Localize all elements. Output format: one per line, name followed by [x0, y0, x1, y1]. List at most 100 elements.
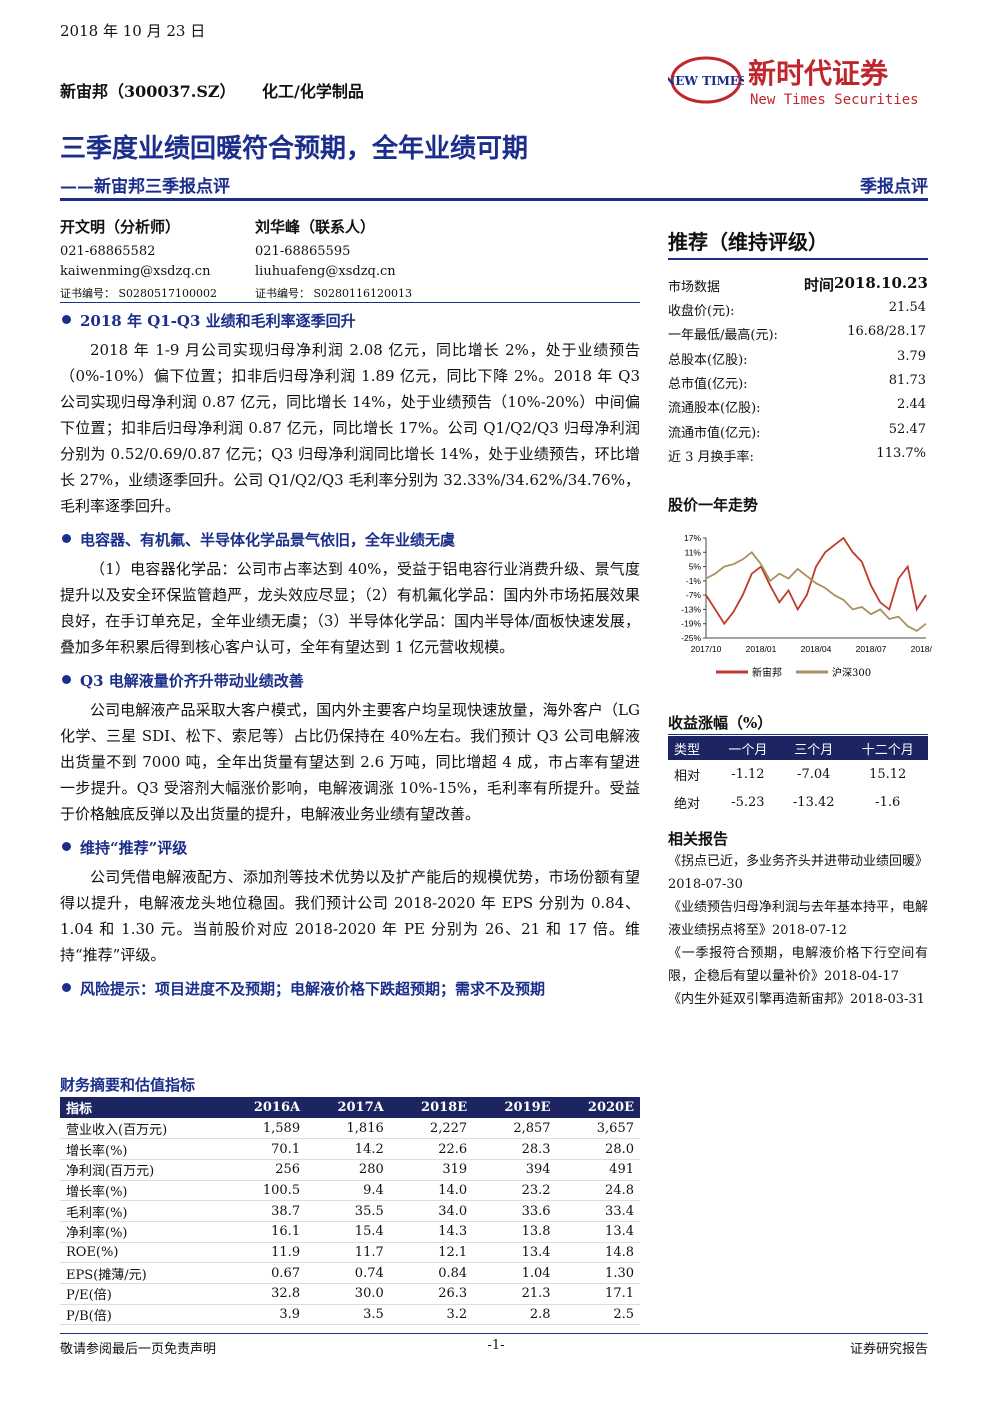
- cell: 22.6: [438, 1141, 468, 1157]
- cell: 14.8: [605, 1244, 634, 1260]
- y-tick-label: -7%: [686, 590, 702, 600]
- cell: EPS(摊薄/元): [66, 1267, 147, 1283]
- cell: 2,857: [513, 1120, 551, 1136]
- table-row: P/E(倍) 32.8 30.0 26.3 21.3 17.1: [60, 1284, 640, 1305]
- cell: 13.4: [605, 1224, 634, 1240]
- cell: 3.9: [279, 1307, 301, 1323]
- table-row: P/B(倍) 3.9 3.5 3.2 2.8 2.5: [60, 1304, 640, 1325]
- cell: 0.74: [354, 1265, 384, 1281]
- market-key: 近 3 月换手率:: [668, 449, 754, 465]
- column-header: 一个月: [728, 742, 768, 758]
- table-row: 绝对 -5.23 -13.42 -1.6: [668, 788, 928, 816]
- returns-table: 类型 一个月 三个月 十二个月 相对 -1.12 -7.04 15.12 绝对 -5.23 -13.…: [668, 736, 928, 816]
- column-header: 三个月: [794, 742, 834, 758]
- market-value: 81.73: [888, 372, 926, 388]
- cell: 绝对: [674, 796, 701, 812]
- table-row: ROE(%) 11.9 11.7 12.1 13.4 14.8: [60, 1242, 640, 1263]
- column-header: 类型: [674, 742, 701, 758]
- table-row: 增长率(%) 70.1 14.2 22.6 28.3 28.0: [60, 1139, 640, 1160]
- market-key: 流通股本(亿股):: [668, 401, 761, 417]
- paragraph: 公司凭借电解液配方、添加剂等技术优势以及扩产能后的规模优势，市场份额有望得以提升…: [60, 868, 640, 964]
- fin-table: 指标 2016A 2017A 2018E 2019E 2020E 营业收入(百万元) 1,58…: [60, 1097, 640, 1325]
- related-item: 《一季报符合预期，电解液价格下行空间有限，企稳后有望以量补价》2018-04-1…: [668, 946, 928, 984]
- subtitle: ——新宙邦三季报点评: [60, 177, 230, 197]
- time-label: 时间: [804, 276, 835, 294]
- time: 2018.10.23: [834, 274, 928, 292]
- cell: 增长率(%): [66, 1184, 128, 1200]
- cell: 394: [525, 1162, 551, 1178]
- logo: NEW TIMES: [668, 56, 744, 104]
- cell: 33.6: [521, 1203, 551, 1219]
- analyst-name: 开文明（分析师）: [60, 218, 181, 236]
- header-row: 指标 2016A 2017A 2018E 2019E 2020E: [60, 1097, 640, 1118]
- cell: 3,657: [596, 1120, 634, 1136]
- cell: 3.2: [446, 1307, 468, 1323]
- related-title: 相关报告: [668, 830, 729, 848]
- cell: 2.5: [613, 1307, 634, 1323]
- market-label: 市场数据: [668, 280, 721, 295]
- y-tick-label: 5%: [689, 562, 702, 572]
- cell: 70.1: [271, 1141, 301, 1157]
- market-key: 流通市值(亿元):: [668, 425, 761, 441]
- date: 2018 年 10 月 23 日: [60, 22, 206, 40]
- x-tick-label: 2018/07: [856, 644, 887, 654]
- column-header: 十二个月: [861, 742, 914, 758]
- x-tick-label: 2018/04: [801, 644, 832, 654]
- industry: 化工/化学制品: [262, 82, 364, 101]
- y-tick-label: 11%: [685, 547, 702, 557]
- section-heading: 风险提示：项目进度不及预期；电解液价格下跌超预期；需求不及预期: [60, 978, 640, 999]
- y-tick-label: -25%: [681, 633, 701, 643]
- cell: -1.6: [875, 794, 901, 810]
- market-key: 收盘价(元):: [668, 304, 735, 319]
- market-value: 2.44: [897, 397, 926, 413]
- market-value: 16.68/28.17: [847, 324, 926, 340]
- chart-title: 股价一年走势: [668, 496, 759, 514]
- cell: 14.2: [354, 1141, 384, 1157]
- cell: -7.04: [797, 766, 831, 782]
- cell: 28.3: [521, 1141, 551, 1157]
- cell: -5.23: [731, 794, 765, 810]
- report-type: 季报点评: [860, 177, 928, 197]
- cell: 35.5: [354, 1203, 384, 1219]
- cell: 33.4: [605, 1203, 634, 1219]
- cell: 30.0: [354, 1286, 384, 1302]
- rule: [668, 734, 928, 735]
- section-heading: 电容器、有机氟、半导体化学品景气依旧，全年业绩无虞: [60, 529, 640, 550]
- x-tick-label: 2018/10: [911, 644, 932, 654]
- table-row: 净利润(百万元) 256 280 319 394 491: [60, 1159, 640, 1181]
- x-tick-label: 2017/10: [691, 644, 722, 654]
- cell: P/B(倍): [66, 1309, 112, 1325]
- cell: 21.3: [521, 1286, 551, 1302]
- related-item: 《业绩预告归母净利润与去年基本持平，电解液业绩拐点将至》2018-07-12: [668, 900, 929, 938]
- cell: 491: [609, 1162, 634, 1178]
- analyst-cert: 证书编号： S0280517100002: [60, 287, 218, 300]
- related-item: 《拐点已近，多业务齐头并进带动业绩回暖》2018-07-30: [668, 854, 929, 892]
- cell: 0.84: [438, 1265, 468, 1281]
- analyst-phone: 021-68865582: [60, 244, 156, 259]
- cell: 1.30: [605, 1265, 634, 1281]
- cell: 11.7: [354, 1244, 384, 1260]
- market-value: 52.47: [888, 421, 926, 437]
- x-tick-label: 2018/01: [746, 644, 777, 654]
- related-item: 《内生外延双引擎再造新宙邦》2018-03-31: [668, 992, 925, 1007]
- rule: [60, 198, 928, 201]
- table-row: 净利率(%) 16.1 15.4 14.3 13.8 13.4: [60, 1221, 640, 1243]
- market-value: 113.7%: [876, 445, 926, 461]
- cell: 毛利率(%): [66, 1205, 128, 1221]
- y-tick-label: -1%: [686, 576, 702, 586]
- legend-label: 沪深300: [832, 666, 871, 679]
- column-header: 2019E: [504, 1100, 551, 1115]
- cell: 280: [358, 1162, 384, 1178]
- table-row: EPS(摊薄/元) 0.67 0.74 0.84 1.04 1.30: [60, 1263, 640, 1284]
- column-header: 2017A: [337, 1100, 384, 1115]
- market-key: 总市值(亿元):: [668, 376, 748, 392]
- rule: [60, 1333, 928, 1334]
- paragraph: 2018 年 1-9 月公司实现归母净利润 2.08 亿元，同比增长 2%，处于…: [60, 341, 640, 515]
- body-text: 2018 年 Q1-Q3 业绩和毛利率逐季回升 2018 年 1-9 月公司实现归…: [60, 300, 640, 1005]
- cell: 32.8: [271, 1286, 301, 1302]
- table-row: 毛利率(%) 38.7 35.5 34.0 33.6 33.4: [60, 1201, 640, 1222]
- cell: 100.5: [262, 1182, 301, 1198]
- table-row: 相对 -1.12 -7.04 15.12: [668, 760, 928, 788]
- cell: 1,589: [262, 1120, 301, 1136]
- table-title: 财务摘要和估值指标: [60, 1076, 196, 1094]
